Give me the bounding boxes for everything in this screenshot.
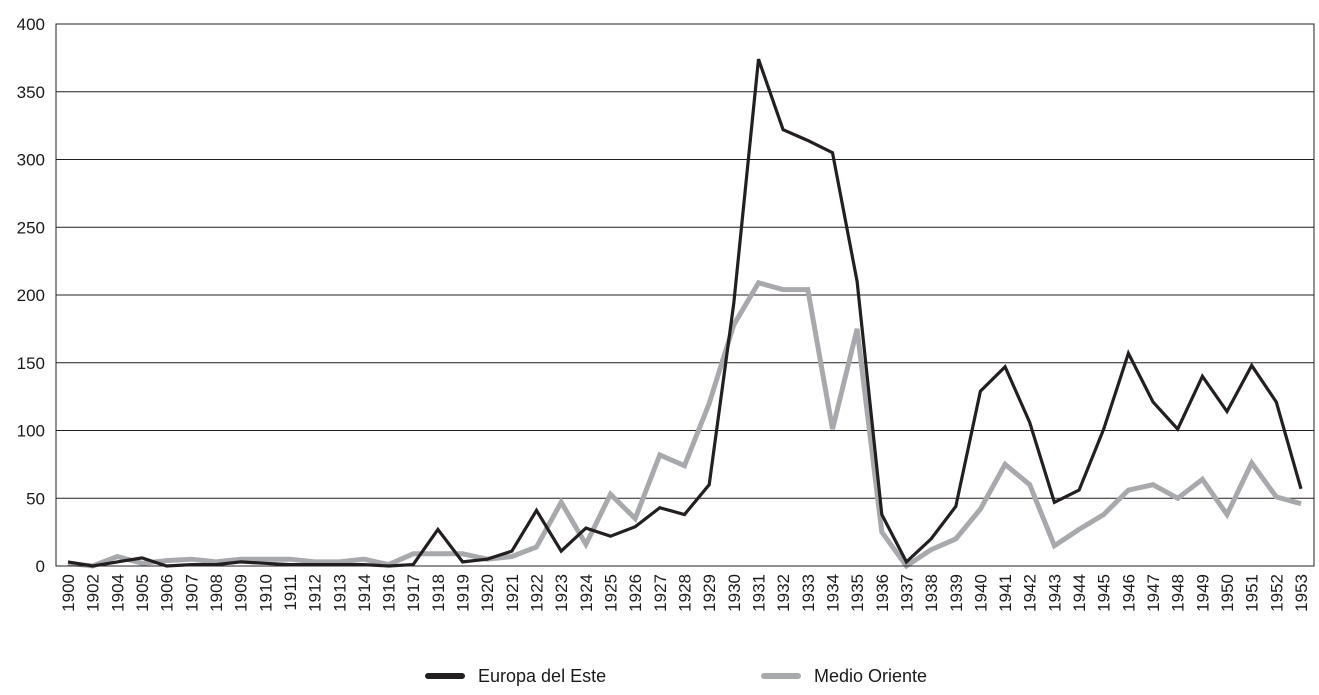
x-tick-label: 1909	[232, 574, 251, 612]
y-axis-tick-labels: 0 50 100 150 200 250 300 350 400	[17, 15, 45, 576]
x-axis-tick-labels: 1900 1902 1904 1905 1906 1907 1908 1909 1910 1911…	[59, 574, 1311, 612]
x-tick-label: 1940	[971, 574, 990, 612]
x-tick-label: 1914	[355, 574, 374, 612]
y-tick-label: 150	[17, 354, 45, 373]
x-tick-label: 1923	[552, 574, 571, 612]
legend-label-europa-del-este: Europa del Este	[478, 666, 606, 686]
x-tick-label: 1917	[404, 574, 423, 612]
series-lines	[67, 58, 1303, 570]
x-tick-label: 1907	[182, 574, 201, 612]
x-tick-label: 1900	[59, 574, 78, 612]
x-tick-label: 1921	[503, 574, 522, 612]
x-tick-label: 1945	[1095, 574, 1114, 612]
x-tick-label: 1946	[1119, 574, 1138, 612]
y-tick-label: 300	[17, 151, 45, 170]
y-tick-label: 200	[17, 286, 45, 305]
x-tick-label: 1953	[1292, 574, 1311, 612]
x-tick-label: 1929	[700, 574, 719, 612]
x-tick-label: 1941	[996, 574, 1015, 612]
x-tick-label: 1906	[158, 574, 177, 612]
x-tick-label: 1949	[1193, 574, 1212, 612]
x-tick-label: 1902	[84, 574, 103, 612]
gridlines	[56, 91, 1314, 499]
series-line-medio-oriente	[67, 279, 1302, 570]
y-tick-label: 350	[17, 83, 45, 102]
legend: Europa del Este Medio Oriente	[425, 666, 927, 686]
x-tick-label: 1904	[108, 574, 127, 612]
x-tick-label: 1942	[1021, 574, 1040, 612]
x-tick-label: 1908	[207, 574, 226, 612]
x-tick-label: 1920	[478, 574, 497, 612]
x-tick-label: 1952	[1267, 574, 1286, 612]
x-tick-label: 1936	[873, 574, 892, 612]
x-tick-label: 1932	[774, 574, 793, 612]
x-tick-label: 1919	[454, 574, 473, 612]
x-tick-label: 1905	[133, 574, 152, 612]
x-tick-label: 1938	[922, 574, 941, 612]
x-tick-label: 1943	[1045, 574, 1064, 612]
y-tick-label: 100	[17, 422, 45, 441]
plot-frame	[55, 23, 1315, 567]
x-tick-label: 1934	[823, 574, 842, 612]
x-tick-label: 1931	[749, 574, 768, 612]
y-tick-label: 50	[26, 489, 45, 508]
x-tick-label: 1924	[577, 574, 596, 612]
y-tick-label: 250	[17, 218, 45, 237]
x-tick-label: 1933	[799, 574, 818, 612]
x-tick-label: 1922	[528, 574, 547, 612]
x-tick-label: 1937	[897, 574, 916, 612]
y-tick-label: 400	[17, 15, 45, 34]
x-tick-label: 1925	[602, 574, 621, 612]
x-tick-label: 1918	[429, 574, 448, 612]
x-tick-label: 1910	[256, 574, 275, 612]
legend-label-medio-oriente: Medio Oriente	[814, 666, 927, 686]
x-tick-label: 1935	[848, 574, 867, 612]
x-tick-label: 1948	[1169, 574, 1188, 612]
x-tick-label: 1926	[626, 574, 645, 612]
x-tick-label: 1939	[947, 574, 966, 612]
x-tick-label: 1911	[281, 574, 300, 611]
x-tick-label: 1913	[330, 574, 349, 612]
series-line-europa-del-este	[67, 58, 1303, 568]
x-tick-label: 1912	[306, 574, 325, 612]
x-tick-label: 1950	[1218, 574, 1237, 612]
x-tick-label: 1928	[676, 574, 695, 612]
x-tick-label: 1927	[651, 574, 670, 612]
x-tick-label: 1930	[725, 574, 744, 612]
y-tick-label: 0	[36, 557, 45, 576]
x-tick-label: 1916	[380, 574, 399, 612]
x-tick-label: 1951	[1243, 574, 1262, 612]
x-tick-label: 1947	[1144, 574, 1163, 612]
x-tick-label: 1944	[1070, 574, 1089, 612]
